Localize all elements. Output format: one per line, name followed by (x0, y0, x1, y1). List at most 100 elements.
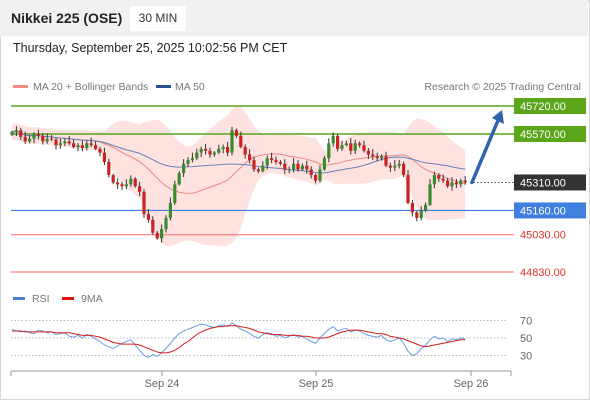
candle-body (314, 175, 318, 181)
candle-body (375, 156, 379, 159)
candle (410, 199, 414, 217)
candle (362, 140, 366, 153)
candle-body (182, 163, 186, 174)
candle (226, 141, 230, 157)
candle-body (371, 154, 375, 157)
candle-body (353, 143, 357, 151)
bollinger-band-layer (12, 106, 466, 247)
candle-body (63, 141, 67, 144)
candle (393, 160, 397, 172)
candle (292, 158, 296, 173)
candle-body (410, 202, 414, 213)
ma50-legend-label: MA 50 (175, 81, 205, 93)
target-label: 44830.00 (520, 267, 566, 279)
candle-body (204, 148, 208, 151)
candle (454, 178, 458, 189)
candle-body (58, 143, 62, 146)
candle-body (424, 204, 428, 211)
candle (41, 133, 45, 145)
candle (116, 178, 120, 189)
candle-body (32, 133, 36, 139)
candle (23, 131, 27, 144)
candle (270, 152, 274, 164)
candle-body (305, 165, 309, 170)
candle-body (283, 163, 287, 170)
header-bar: Nikkei 225 (OSE) 30 MIN (0, 0, 588, 36)
candle-body (393, 165, 397, 168)
ma20-legend-swatch (13, 85, 28, 88)
candle-body (212, 152, 216, 155)
candle (375, 152, 379, 162)
candle-body (380, 156, 384, 159)
candle (146, 208, 150, 223)
candle (190, 152, 194, 163)
candle (195, 148, 199, 160)
candle-body (402, 163, 406, 176)
candle (380, 154, 384, 161)
candle (19, 127, 23, 140)
candle-body (23, 136, 27, 142)
candle (305, 160, 309, 174)
candle (384, 151, 388, 168)
candle (129, 175, 133, 187)
candle (168, 197, 172, 221)
candle (446, 177, 450, 188)
candle-body (388, 165, 392, 168)
candle (388, 162, 392, 172)
candle (54, 137, 58, 150)
candle-body (384, 156, 388, 166)
candle (111, 173, 115, 185)
candle-body (230, 130, 234, 153)
candle (107, 158, 111, 178)
candle (340, 140, 344, 151)
rsi-legend-swatch (13, 297, 25, 300)
candle-body (120, 184, 124, 187)
candle-body (397, 163, 401, 166)
candle (204, 144, 208, 155)
timeframe-badge[interactable]: 30 MIN (130, 6, 186, 31)
candle (138, 181, 142, 197)
candle (63, 138, 67, 147)
candle-body (116, 182, 120, 185)
rsi-tick-label: 50 (520, 333, 532, 345)
candle (217, 144, 221, 155)
ma20-legend-label: MA 20 + Bollinger Bands (33, 81, 148, 93)
candle-body (173, 184, 177, 203)
candle-body (415, 212, 419, 218)
candle (406, 170, 410, 205)
candle-body (76, 145, 80, 148)
candle (300, 163, 304, 171)
candle (151, 216, 155, 235)
instrument-title: Nikkei 225 (OSE) (11, 10, 123, 26)
candle (252, 156, 256, 173)
candle (72, 139, 76, 149)
candle-body (463, 180, 467, 183)
candle-body (45, 138, 49, 142)
candle (450, 177, 454, 191)
candle-body (208, 150, 212, 155)
x-tick-label: Sep 24 (145, 378, 180, 390)
candle (14, 126, 18, 137)
candle (331, 132, 335, 147)
candle (349, 138, 353, 155)
candle (32, 132, 36, 144)
candle (142, 189, 146, 218)
candle (274, 156, 278, 165)
candle-body (195, 152, 199, 159)
candle-body (19, 130, 23, 137)
candle (155, 230, 159, 240)
candle-body (72, 143, 76, 148)
forecast-arrow-layer (470, 110, 504, 185)
candle (120, 181, 124, 190)
candle-body (340, 145, 344, 149)
support-label: 45160.00 (520, 205, 566, 217)
candle-body (155, 232, 159, 239)
current-price-label-box (514, 174, 586, 191)
candle (265, 155, 269, 170)
candle (50, 135, 54, 142)
candle-body (111, 175, 115, 183)
candle (230, 126, 234, 156)
candle (58, 138, 62, 149)
candle-body (67, 141, 71, 144)
